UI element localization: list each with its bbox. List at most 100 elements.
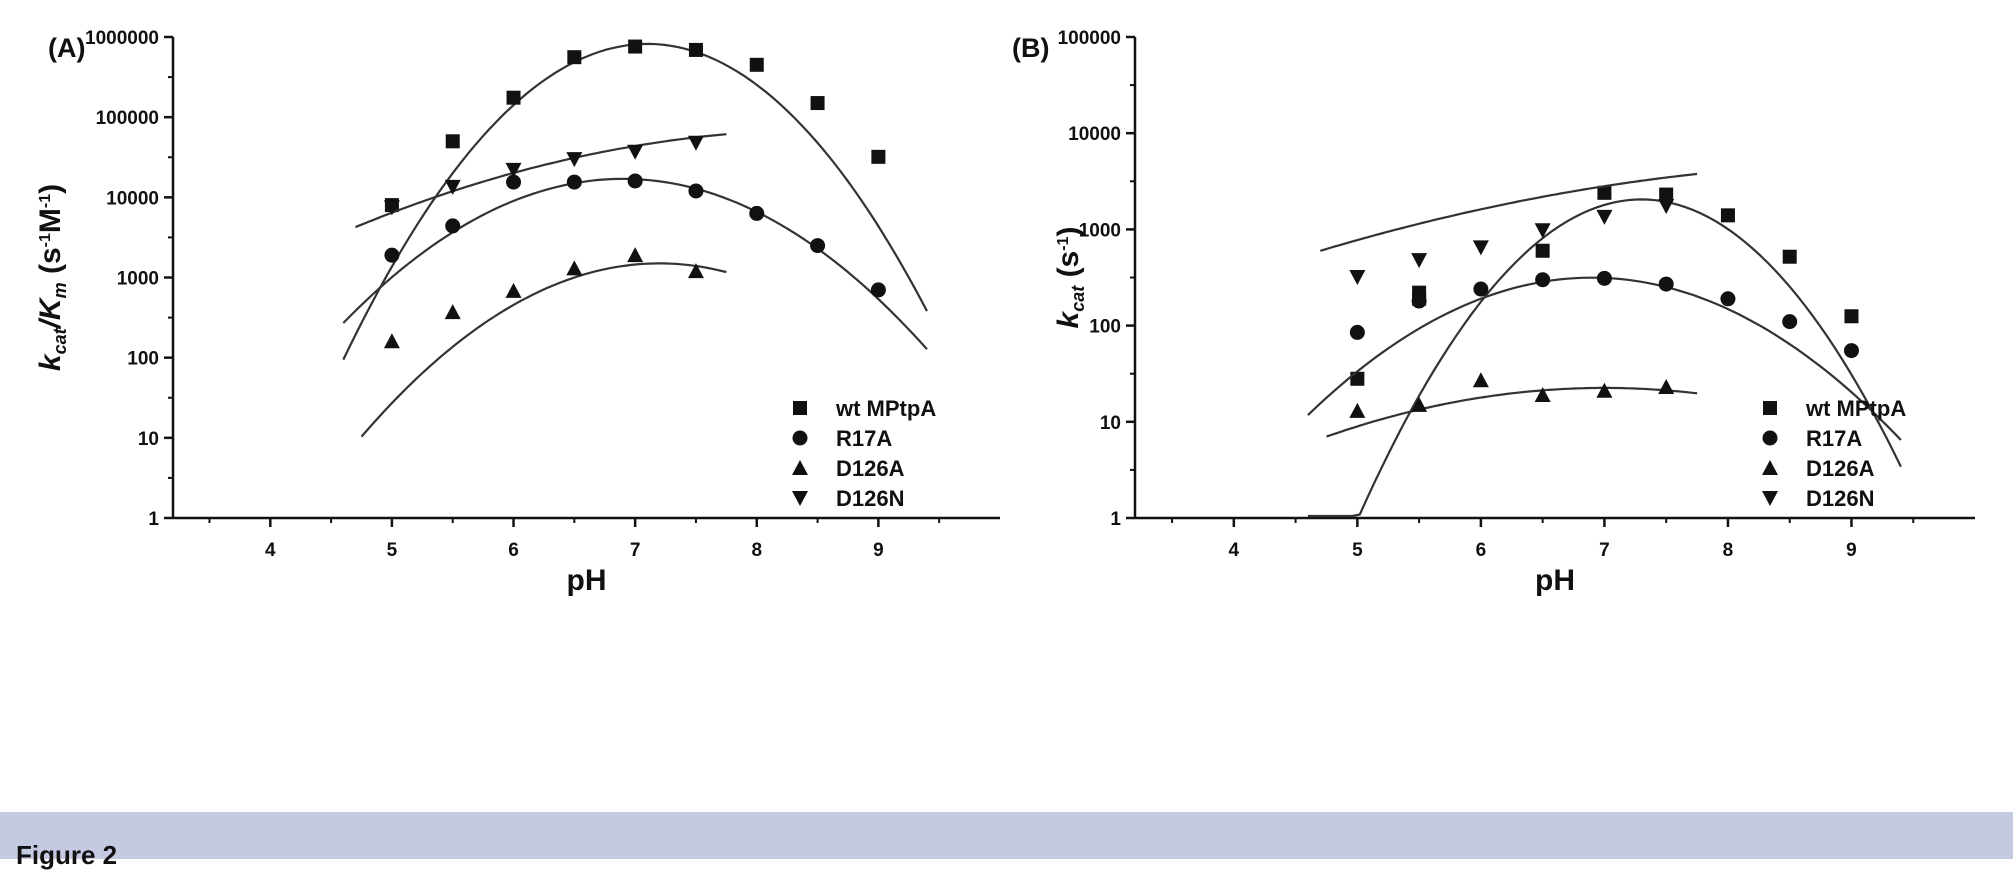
x-tick-label: 9	[873, 540, 884, 561]
legend-label: D126N	[836, 486, 904, 511]
data-point-circle	[627, 173, 643, 189]
legend-marker-triangle-up	[1762, 460, 1778, 475]
data-point-circle	[1596, 270, 1612, 286]
legend-marker-triangle-down	[1762, 491, 1778, 506]
data-point-triangle-down	[1349, 270, 1366, 286]
y-tick-label: 1000	[117, 269, 159, 290]
x-tick-label: 5	[1352, 540, 1363, 561]
data-point-circle	[1658, 276, 1674, 292]
caption-bar: Figure 2	[0, 812, 2013, 870]
legend-marker-square	[1763, 401, 1777, 415]
legend-label: D126A	[836, 456, 905, 481]
x-tick-label: 4	[265, 540, 276, 561]
data-point-triangle-down	[1534, 223, 1551, 239]
data-point-square	[1659, 187, 1674, 202]
x-tick-label: 4	[1229, 540, 1240, 561]
y-axis-title: kcat/Km (s-1M-1)	[34, 184, 70, 371]
data-point-triangle-down	[566, 152, 583, 168]
data-point-circle	[688, 183, 704, 199]
y-tick-label: 10	[138, 429, 159, 450]
data-point-square	[1782, 249, 1797, 264]
x-tick-label: 9	[1846, 540, 1857, 561]
x-tick-label: 7	[630, 540, 641, 561]
y-tick-label: 100	[127, 349, 159, 370]
legend-label: D126N	[1806, 486, 1874, 511]
data-point-square	[871, 149, 886, 164]
data-point-square	[1720, 208, 1735, 223]
data-point-square	[445, 134, 460, 149]
y-tick-label: 100000	[1058, 28, 1121, 49]
data-point-triangle-up	[1596, 382, 1613, 398]
legend-marker-circle	[792, 430, 808, 446]
legend-marker-triangle-down	[792, 491, 808, 506]
y-tick-label: 10	[1100, 413, 1121, 434]
legend-label: wt MPtpA	[1805, 396, 1906, 421]
legend-label: R17A	[836, 426, 892, 451]
data-point-square	[688, 42, 703, 57]
data-point-square	[1535, 243, 1550, 258]
legend-label: wt MPtpA	[835, 396, 936, 421]
data-point-circle	[1349, 324, 1365, 340]
data-point-square	[567, 50, 582, 65]
data-point-triangle-up	[627, 247, 644, 263]
data-point-square	[1597, 185, 1612, 200]
data-point-triangle-down	[1472, 240, 1489, 256]
panel-label: (A)	[48, 33, 85, 63]
panel-a: 1 10 100 1000 10000 100000 1000000 4 5 6 7 8 9 (A) pH k…	[34, 28, 1000, 597]
data-point-circle	[1782, 314, 1798, 330]
figure-caption-title: Figure 2	[16, 840, 118, 870]
data-point-square	[628, 39, 643, 54]
data-point-triangle-up	[566, 260, 583, 276]
x-tick-label: 8	[751, 540, 762, 561]
y-tick-label: 1	[148, 509, 159, 530]
fit-curve-triangle-up	[360, 262, 727, 438]
data-point-circle	[445, 218, 461, 234]
data-point-triangle-down	[383, 200, 400, 216]
data-point-triangle-down	[1596, 209, 1613, 225]
legend-marker-circle	[1762, 430, 1778, 446]
data-point-circle	[1843, 343, 1859, 359]
x-tick-label: 6	[508, 540, 519, 561]
legend-marker-triangle-up	[792, 460, 808, 475]
x-tick-label: 6	[1476, 540, 1487, 561]
legend-label: D126A	[1806, 456, 1875, 481]
x-axis-title: pH	[1535, 564, 1575, 597]
data-point-triangle-up	[1349, 402, 1366, 418]
x-tick-label: 8	[1723, 540, 1734, 561]
data-point-triangle-up	[687, 263, 704, 279]
data-point-triangle-down	[1658, 199, 1675, 215]
data-point-square	[749, 57, 764, 72]
data-point-circle	[1473, 281, 1489, 297]
y-tick-label: 10000	[106, 188, 159, 209]
data-point-triangle-down	[444, 179, 461, 195]
data-point-triangle-up	[383, 333, 400, 349]
y-tick-label: 100	[1089, 317, 1121, 338]
data-point-square	[1350, 371, 1365, 386]
data-point-triangle-down	[1411, 253, 1428, 269]
data-point-triangle-up	[444, 304, 461, 320]
data-point-triangle-up	[505, 282, 522, 298]
data-point-circle	[1411, 293, 1427, 309]
data-point-triangle-up	[1534, 386, 1551, 402]
fit-curve-square	[342, 42, 928, 361]
data-point-triangle-up	[1411, 396, 1428, 412]
panel-b: 1 10 100 1000 10000 100000 4 5 6 7 8 9 (B) pH kcat (s-…	[1012, 28, 1975, 597]
y-axis-title: kcat (s-1)	[1052, 227, 1088, 329]
fit-curve-triangle-up	[1326, 386, 1698, 438]
fit-curve-triangle-down	[354, 133, 727, 229]
x-tick-label: 5	[387, 540, 398, 561]
y-tick-label: 10000	[1068, 124, 1121, 145]
data-point-square	[810, 96, 825, 111]
data-point-triangle-down	[505, 162, 522, 178]
legend-marker-square	[793, 401, 807, 415]
data-point-circle	[506, 174, 522, 190]
data-point-square	[506, 90, 521, 105]
data-point-circle	[749, 205, 765, 221]
x-tick-label: 7	[1599, 540, 1610, 561]
panel-label: (B)	[1012, 33, 1049, 63]
y-tick-label: 1000	[1079, 220, 1121, 241]
y-tick-label: 100000	[96, 108, 159, 129]
y-tick-label: 1	[1110, 509, 1121, 530]
fit-curve-square	[1307, 198, 1902, 518]
legend-label: R17A	[1806, 426, 1862, 451]
